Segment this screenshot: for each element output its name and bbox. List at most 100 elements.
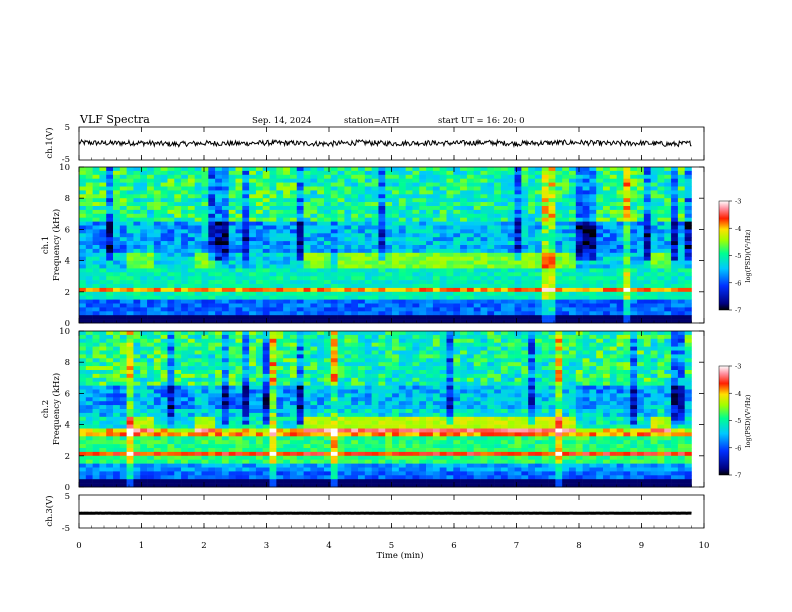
spectrogram-cell (446, 237, 454, 242)
spectrogram-cell (534, 233, 543, 238)
spectrogram-cell (228, 416, 236, 421)
spectrogram-cell (153, 264, 161, 269)
spectrogram-cell (221, 319, 230, 324)
spectrogram-cell (140, 389, 148, 394)
spectrogram-cell (249, 229, 257, 234)
spectrogram-cell (201, 209, 209, 215)
spectrogram-cell (133, 280, 141, 285)
spectrogram-cell (283, 346, 291, 351)
spectrogram-cell (147, 272, 155, 277)
spectrogram-cell (221, 471, 230, 476)
spectrogram-cell (643, 284, 651, 289)
spectrogram-cell (432, 299, 440, 304)
spectrogram-cell (637, 280, 645, 285)
spectrogram-cell (514, 206, 522, 211)
spectrogram-cell (208, 307, 216, 312)
spectrogram-cell (99, 307, 107, 312)
spectrogram-cell (174, 483, 182, 488)
spectrogram-cell (296, 412, 304, 418)
spectrogram-cell (92, 440, 100, 445)
spectrogram-cell (262, 245, 270, 250)
spectrogram-cell (623, 167, 631, 172)
spectrogram-cell (201, 479, 209, 484)
spectrogram-cell (187, 331, 195, 336)
spectrogram-cell (392, 174, 400, 179)
spectrogram-cell (283, 444, 291, 449)
spectrogram-cell (235, 389, 243, 394)
spectrogram-cell (208, 178, 216, 183)
spectrogram-cell (677, 225, 685, 230)
spectrogram-cell (521, 252, 529, 257)
spectrogram-cell (480, 284, 488, 289)
spectrogram-cell (106, 245, 114, 250)
spectrogram-cell (337, 295, 345, 300)
spectrogram-cell (153, 221, 161, 226)
spectrogram-cell (337, 170, 345, 176)
spectrogram-cell (283, 342, 291, 347)
spectrogram-cell (562, 213, 570, 218)
spectrogram-cell (337, 194, 345, 199)
spectrogram-cell (569, 241, 577, 246)
spectrogram-cell (330, 287, 338, 293)
spectrogram-cell (412, 287, 420, 293)
spectrogram-cell (194, 229, 202, 234)
spectrogram-cell (541, 291, 549, 296)
spectrogram-cell (324, 268, 332, 273)
spectrogram-cell (215, 206, 223, 211)
spectrogram-cell (147, 483, 155, 488)
spectrogram-cell (283, 284, 291, 289)
spectrogram-cell (113, 241, 121, 246)
spectrogram-cell (269, 358, 277, 363)
spectrogram-cell (215, 416, 223, 421)
spectrogram-cell (534, 190, 543, 195)
spectrogram-cell (555, 315, 563, 320)
spectrogram-cell (119, 412, 127, 418)
spectrogram-cell (242, 385, 250, 390)
spectrogram-cell (664, 167, 672, 172)
spectrogram-cell (575, 182, 583, 187)
spectrogram-cell (126, 237, 134, 242)
spectrogram-cell (160, 252, 168, 257)
spectrogram-cell (289, 331, 298, 336)
spectrogram-cell (466, 264, 475, 269)
spectrogram-cell (269, 291, 277, 296)
spectrogram-cell (269, 463, 277, 468)
spectrogram-cell (473, 284, 481, 289)
spectrogram-cell (174, 252, 182, 257)
spectrogram-cell (262, 217, 270, 222)
spectrogram-cell (140, 358, 148, 363)
spectrogram-cell (562, 287, 570, 293)
spectrogram-cell (119, 252, 127, 257)
spectrogram-cell (153, 299, 161, 304)
spectrogram-cell (167, 459, 175, 464)
spectrogram-cell (174, 397, 182, 402)
spectrogram-cell (453, 174, 461, 179)
spectrogram-cell (140, 444, 148, 449)
spectrogram-cell (119, 287, 127, 293)
spectrogram-cell (208, 256, 216, 261)
spectrogram-cell (337, 190, 345, 195)
spectrogram-cell (371, 178, 379, 183)
spectrogram-cell (221, 233, 230, 238)
spectrogram-cell (289, 370, 298, 375)
spectrogram-cell (174, 217, 182, 222)
spectrogram-cell (194, 373, 202, 379)
spectrogram-cell (378, 268, 386, 273)
spectrogram-cell (453, 245, 461, 250)
spectrogram-cell (419, 174, 427, 179)
spectrogram-cell (235, 202, 243, 207)
spectrogram-cell (208, 287, 216, 293)
spectrogram-cell (106, 307, 114, 312)
spectrogram-cell (466, 295, 475, 300)
spectrogram-cell (215, 186, 223, 191)
spectrogram-cell (133, 342, 141, 347)
spectrogram-cell (296, 448, 304, 453)
spectrogram-cell (657, 182, 665, 187)
spectrogram-cell (79, 479, 87, 484)
spectrogram-cell (541, 202, 549, 207)
spectrogram-cell (310, 315, 318, 320)
spectrogram-cell (174, 416, 182, 421)
spectrogram-cell (221, 315, 230, 320)
spectrogram-cell (140, 467, 148, 472)
spectrogram-cell (371, 307, 379, 312)
